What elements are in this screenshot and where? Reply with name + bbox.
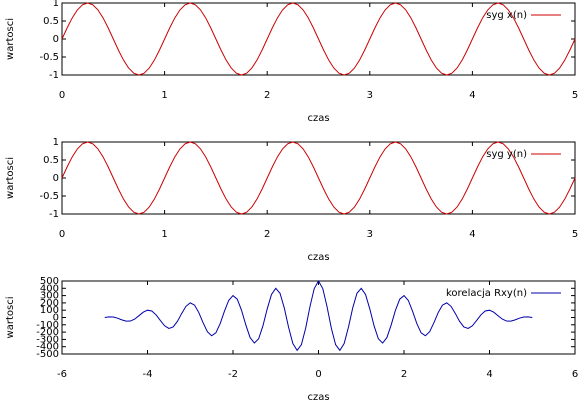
y-tick-label: 300	[40, 291, 59, 302]
y-tick-label: -0.5	[39, 191, 59, 202]
x-tick-label: 4	[486, 369, 492, 380]
legend-label: korelacja Rxy(n)	[446, 288, 527, 299]
y-tick-label: -1	[49, 70, 59, 81]
x-tick-label: -4	[143, 369, 153, 380]
series-line	[61, 2, 576, 76]
y-tick-label: 500	[40, 276, 59, 287]
x-tick-label: 2	[264, 229, 270, 240]
y-axis-label: wartosci	[5, 157, 16, 199]
x-tick-label: 1	[161, 229, 167, 240]
y-tick-label: -1	[49, 209, 59, 220]
y-tick-label: 0	[53, 173, 59, 184]
y-tick-label: 200	[40, 298, 59, 309]
y-tick-label: -0.5	[39, 52, 59, 63]
x-axis-label: czas	[307, 113, 329, 124]
y-tick-label: 0.5	[43, 155, 59, 166]
y-axis-label: wartosci	[5, 297, 16, 339]
y-tick-label: -500	[36, 349, 59, 360]
x-tick-label: -2	[228, 369, 238, 380]
y-tick-label: 0.5	[43, 16, 59, 27]
y-tick-label: -300	[36, 334, 59, 345]
x-tick-label: 0	[59, 229, 65, 240]
x-tick-label: 3	[367, 90, 373, 101]
y-tick-label: 1	[53, 0, 59, 9]
x-tick-label: 4	[469, 90, 475, 101]
x-tick-label: 2	[264, 90, 270, 101]
y-tick-label: 1	[53, 137, 59, 148]
y-tick-label: -100	[36, 320, 59, 331]
x-tick-label: 6	[572, 369, 578, 380]
y-tick-label: 400	[40, 283, 59, 294]
x-axis-label: czas	[307, 252, 329, 263]
x-tick-label: 5	[572, 229, 578, 240]
legend-label: syg x(n)	[486, 10, 527, 21]
x-tick-label: 2	[401, 369, 407, 380]
y-axis-label: wartosci	[5, 18, 16, 60]
x-tick-label: -6	[57, 369, 67, 380]
series-line	[61, 141, 576, 215]
x-tick-label: 0	[315, 369, 321, 380]
x-tick-label: 5	[572, 90, 578, 101]
series-line	[104, 279, 533, 352]
y-tick-label: 0	[53, 34, 59, 45]
y-tick-label: 100	[40, 305, 59, 316]
x-tick-label: 0	[59, 90, 65, 101]
x-axis-label: czas	[307, 392, 329, 403]
y-tick-label: -400	[36, 342, 59, 353]
y-tick-label: 0	[53, 313, 59, 324]
legend-label: syg y(n)	[486, 149, 527, 160]
x-tick-label: 1	[161, 90, 167, 101]
x-tick-label: 4	[469, 229, 475, 240]
x-tick-label: 3	[367, 229, 373, 240]
y-tick-label: -200	[36, 327, 59, 338]
